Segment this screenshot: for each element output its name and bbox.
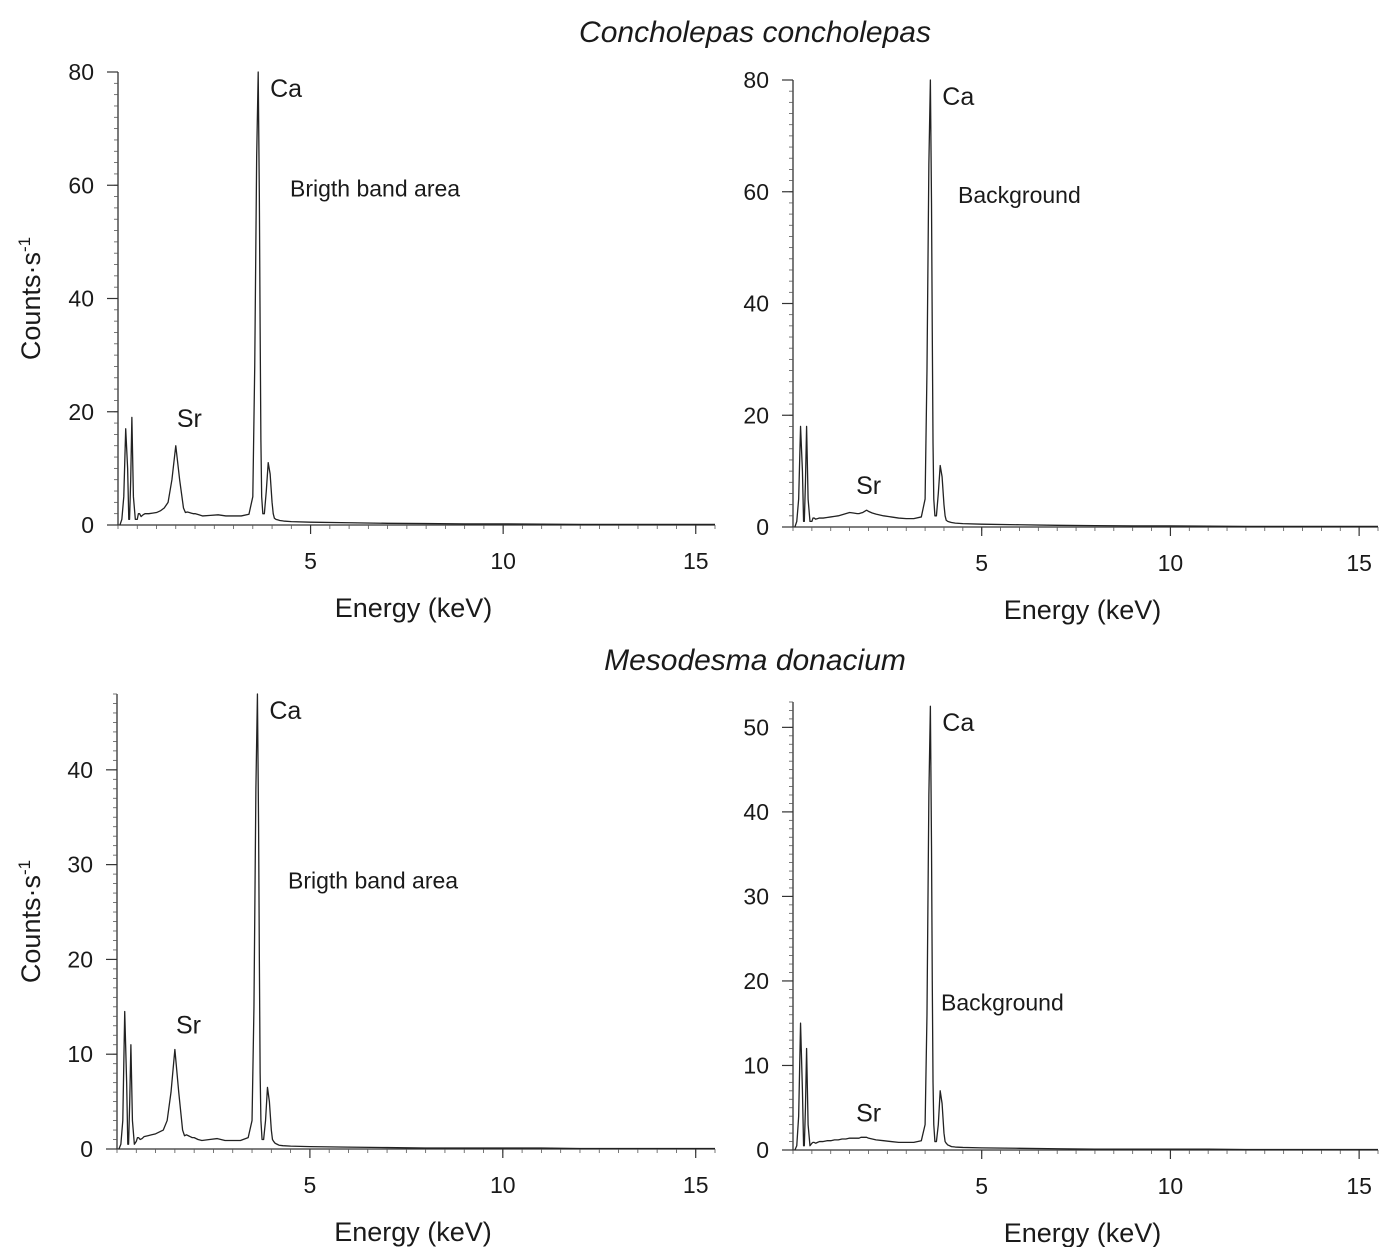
x-tick-label: 10	[1158, 1173, 1184, 1199]
region-annotation: Brigth band area	[288, 867, 458, 893]
x-axis-title: Energy (keV)	[1004, 1218, 1162, 1247]
y-tick-label: 20	[67, 946, 93, 972]
chart-panel-4: 5 10 15 0 10 20 30 40 50 Energy (keV) Ca Sr Backgrou…	[743, 701, 1379, 1247]
y-tick-label: 0	[81, 512, 94, 538]
y-axis-title: Counts·s-1	[15, 860, 46, 983]
y-tick-label: 60	[68, 172, 94, 198]
y-tick-label: 20	[68, 399, 94, 425]
spectrum-series-line	[794, 705, 1378, 1151]
x-tick-label: 5	[304, 1172, 317, 1198]
peak-label-ca: Ca	[269, 697, 301, 725]
x-tick-label: 5	[975, 1173, 988, 1199]
y-tick-label: 80	[743, 67, 769, 93]
x-tick-label: 10	[490, 548, 516, 574]
y-tick-label: 30	[743, 883, 769, 909]
x-tick-label: 15	[1346, 550, 1372, 576]
chart-panel-1: 5 10 15 0 20 40 60 80 Energy (keV) Counts·s-1 Ca Sr…	[15, 59, 716, 623]
y-axis-title-main: Counts·s	[16, 252, 46, 360]
y-tick-label: 50	[743, 714, 769, 740]
y-tick-label: 40	[743, 291, 769, 317]
peak-label-ca: Ca	[942, 709, 974, 737]
y-tick-label: 10	[743, 1052, 769, 1078]
peak-label-sr: Sr	[856, 1099, 881, 1127]
y-tick-label: 0	[80, 1136, 93, 1162]
x-tick-label: 15	[1346, 1173, 1372, 1199]
y-axis-title-superscript: -1	[15, 860, 34, 875]
x-axis-title: Energy (keV)	[1004, 595, 1162, 625]
y-tick-label: 10	[67, 1041, 93, 1067]
x-tick-label: 10	[490, 1172, 516, 1198]
chart-panel-3: 5 10 15 0 10 20 30 40 Energy (keV) Counts·s-1 Ca Sr…	[15, 693, 716, 1247]
x-tick-label: 15	[683, 1172, 709, 1198]
spectrum-series-line	[119, 71, 715, 526]
region-annotation: Background	[958, 182, 1081, 208]
spectrum-series-line	[118, 693, 715, 1150]
y-tick-label: 40	[68, 286, 94, 312]
peak-label-sr: Sr	[176, 1011, 201, 1039]
y-axis-title-superscript: -1	[15, 237, 34, 252]
x-axis-title: Energy (keV)	[335, 593, 493, 623]
region-annotation: Background	[941, 990, 1064, 1016]
y-tick-label: 80	[68, 59, 94, 85]
x-tick-label: 10	[1158, 550, 1184, 576]
x-tick-label: 15	[683, 548, 709, 574]
x-axis-title: Energy (keV)	[334, 1217, 492, 1247]
x-tick-label: 5	[975, 550, 988, 576]
y-tick-label: 0	[756, 1137, 769, 1163]
chart-panel-2: 5 10 15 0 20 40 60 80 Energy (keV) Ca Sr Background	[743, 67, 1379, 625]
y-axis-title: Counts·s-1	[15, 237, 46, 360]
y-tick-label: 0	[756, 514, 769, 540]
spectrum-series-line	[794, 79, 1378, 528]
y-tick-label: 40	[743, 799, 769, 825]
y-tick-label: 30	[67, 852, 93, 878]
peak-label-ca: Ca	[942, 83, 974, 111]
species-title-concholepas: Concholepas concholepas	[579, 16, 931, 49]
peak-label-sr: Sr	[856, 472, 881, 500]
y-tick-label: 20	[743, 968, 769, 994]
x-tick-label: 5	[304, 548, 317, 574]
y-tick-label: 40	[67, 757, 93, 783]
region-annotation: Brigth band area	[290, 176, 460, 202]
y-tick-label: 20	[743, 402, 769, 428]
peak-label-sr: Sr	[177, 405, 202, 433]
peak-label-ca: Ca	[270, 75, 302, 103]
y-tick-label: 60	[743, 179, 769, 205]
y-axis-title-main: Counts·s	[16, 875, 46, 983]
species-title-mesodesma: Mesodesma donacium	[604, 644, 906, 677]
